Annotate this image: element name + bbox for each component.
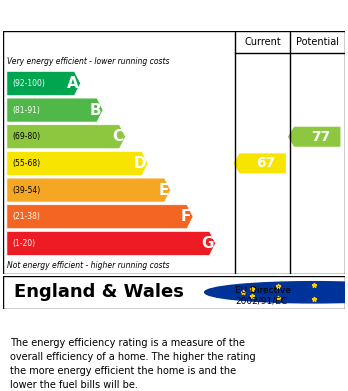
Text: A: A xyxy=(67,76,79,91)
Text: (21-38): (21-38) xyxy=(12,212,40,221)
Text: Not energy efficient - higher running costs: Not energy efficient - higher running co… xyxy=(7,261,169,270)
Text: 2002/91/EC: 2002/91/EC xyxy=(235,296,287,305)
Text: 77: 77 xyxy=(311,130,330,144)
Text: Potential: Potential xyxy=(296,37,339,47)
Text: The energy efficiency rating is a measure of the
overall efficiency of a home. T: The energy efficiency rating is a measur… xyxy=(10,337,256,389)
Text: (69-80): (69-80) xyxy=(12,132,40,141)
Polygon shape xyxy=(7,178,171,202)
Polygon shape xyxy=(7,98,103,122)
Text: (1-20): (1-20) xyxy=(12,239,35,248)
Polygon shape xyxy=(7,125,126,149)
Text: B: B xyxy=(90,102,101,118)
Text: England & Wales: England & Wales xyxy=(14,283,184,301)
Text: E: E xyxy=(158,183,169,197)
Polygon shape xyxy=(7,72,80,95)
Text: (81-91): (81-91) xyxy=(12,106,40,115)
Text: C: C xyxy=(113,129,124,144)
Polygon shape xyxy=(7,205,193,229)
Polygon shape xyxy=(7,231,216,255)
Circle shape xyxy=(205,282,348,303)
Text: F: F xyxy=(181,209,191,224)
Polygon shape xyxy=(288,127,340,147)
Text: (55-68): (55-68) xyxy=(12,159,40,168)
Text: EU Directive: EU Directive xyxy=(235,286,291,295)
Text: (92-100): (92-100) xyxy=(12,79,45,88)
Text: 67: 67 xyxy=(256,156,276,170)
Text: Energy Efficiency Rating: Energy Efficiency Rating xyxy=(10,7,220,22)
Polygon shape xyxy=(7,151,148,176)
Text: (39-54): (39-54) xyxy=(12,186,40,195)
Text: Current: Current xyxy=(244,37,281,47)
Text: G: G xyxy=(201,236,214,251)
Text: Very energy efficient - lower running costs: Very energy efficient - lower running co… xyxy=(7,57,169,66)
Text: D: D xyxy=(134,156,147,171)
Polygon shape xyxy=(234,153,286,173)
